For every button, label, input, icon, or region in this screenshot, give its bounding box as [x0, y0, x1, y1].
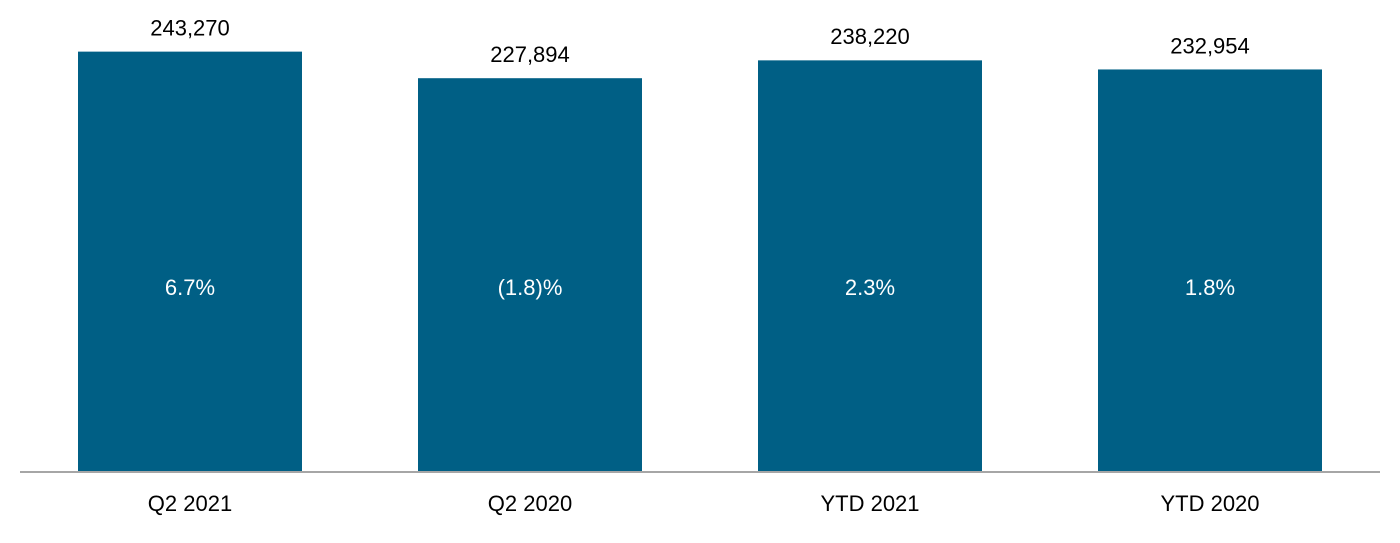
growth-label: (1.8)% [498, 275, 563, 300]
value-label: 232,954 [1170, 33, 1250, 58]
growth-label: 6.7% [165, 275, 215, 300]
value-label: 243,270 [150, 15, 230, 40]
x-tick-label: Q2 2021 [148, 491, 232, 516]
growth-label: 1.8% [1185, 275, 1235, 300]
bar [758, 60, 982, 473]
growth-label: 2.3% [845, 275, 895, 300]
bar [78, 51, 302, 472]
value-label: 238,220 [830, 24, 910, 49]
bar [1098, 69, 1322, 472]
x-tick-label: Q2 2020 [488, 491, 572, 516]
bar [418, 78, 642, 473]
value-label: 227,894 [490, 42, 570, 67]
x-tick-label: YTD 2021 [820, 491, 919, 516]
x-tick-label: YTD 2020 [1160, 491, 1259, 516]
